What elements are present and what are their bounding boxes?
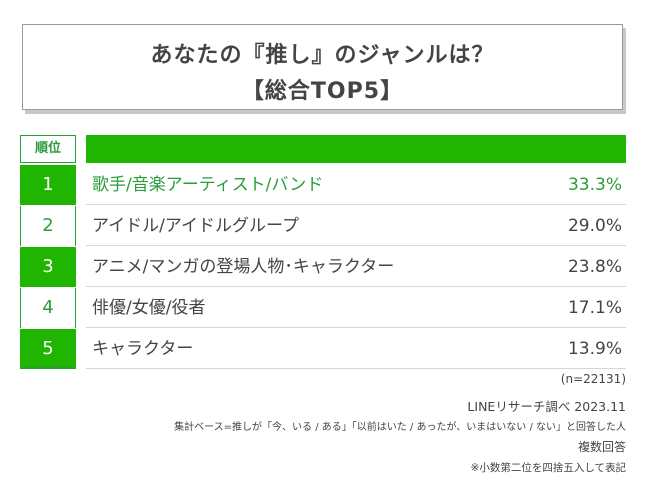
table-row: アイドル/アイドルグループ 29.0%	[86, 206, 626, 246]
percentage-value: 17.1%	[567, 298, 622, 318]
answer-type-note: 複数回答	[577, 440, 626, 454]
genre-label: キャラクター	[92, 339, 194, 359]
title-box: あなたの『推し』のジャンルは？ 【総合TOP5】	[22, 24, 623, 110]
genre-label: 歌手/音楽アーティスト/バンド	[92, 175, 324, 195]
percentage-value: 23.8%	[567, 257, 622, 277]
rounding-note: ※小数第二位を四捨五入して表記	[470, 462, 626, 474]
rank-number-3: 3	[20, 247, 76, 287]
sample-size: (n=22131)	[560, 372, 626, 386]
rank-number-4: 4	[20, 288, 76, 328]
base-note: 集計ベース=推しが「今、いる / ある」「以前はいた / あったが、いまはいない…	[174, 422, 626, 433]
percentage-value: 29.0%	[567, 216, 622, 236]
table-row: 歌手/音楽アーティスト/バンド 33.3%	[86, 165, 626, 205]
chart-title: あなたの『推し』のジャンルは？	[150, 43, 495, 68]
rank-number-1: 1	[20, 165, 76, 205]
rank-number-5: 5	[20, 329, 76, 369]
rank-column-bottom-border	[20, 367, 76, 369]
table-row: アニメ/マンガの登場人物･キャラクター 23.8%	[86, 247, 626, 287]
percentage-value: 13.9%	[567, 339, 622, 359]
table-row: 俳優/女優/役者 17.1%	[86, 288, 626, 328]
table-header-bar	[86, 135, 626, 163]
percentage-value: 33.3%	[567, 175, 622, 195]
rank-column-header: 順位	[20, 135, 76, 163]
genre-label: アニメ/マンガの登場人物･キャラクター	[92, 257, 395, 277]
chart-subtitle: 【総合TOP5】	[241, 79, 404, 104]
genre-label: アイドル/アイドルグループ	[92, 216, 300, 236]
rank-number-2: 2	[20, 206, 76, 246]
table-row: キャラクター 13.9%	[86, 329, 626, 369]
genre-label: 俳優/女優/役者	[92, 298, 206, 318]
source-note: LINEリサーチ調べ 2023.11	[467, 399, 626, 414]
